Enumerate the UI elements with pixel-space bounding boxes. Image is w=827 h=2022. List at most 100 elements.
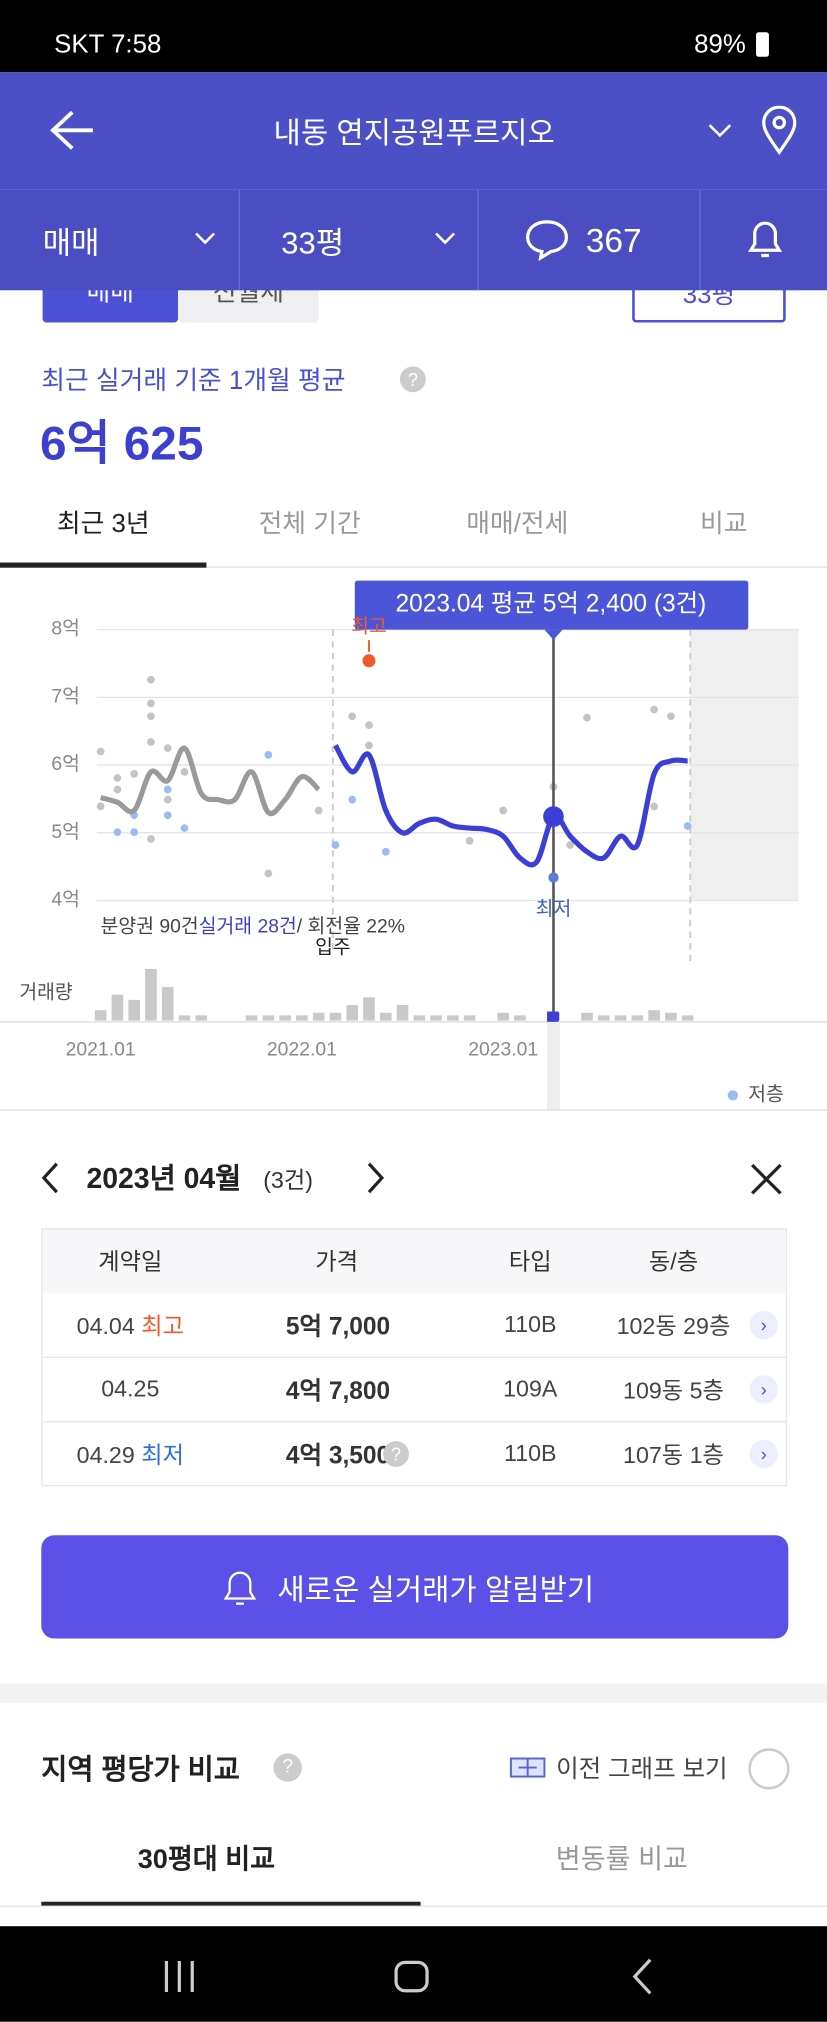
summary-label: 최근 실거래 기준 1개월 평균 [41,367,346,396]
help-icon[interactable]: ? [399,366,426,393]
alert-button[interactable] [41,1535,789,1639]
battery-icon [756,32,769,57]
volume-bar [396,1005,409,1021]
volume-bar [514,1015,526,1021]
unit-cell: 109동 5층 [623,1377,724,1404]
low-floor-point [180,824,189,832]
price-line [333,744,688,868]
deal-point [130,770,139,778]
row-arrow[interactable]: › [749,1310,778,1340]
low-floor-point [163,811,172,820]
low-floor-point [130,828,139,836]
period-tab[interactable]: 비교 [700,510,748,539]
volume-bar [631,1015,644,1021]
contract-date: 04.29 [76,1442,135,1469]
deal-point [180,767,189,776]
low-floor-point [381,847,390,856]
low-floor-point [113,828,122,836]
help-icon[interactable]: ? [273,1753,302,1782]
section-title: 지역 평당가 비교 [41,1753,240,1786]
close-button[interactable] [748,1161,784,1197]
date-cell: 04.04 최고 [77,1308,184,1342]
volume-bar [430,1015,442,1021]
volume-bar [296,1015,308,1021]
period-tab[interactable]: 매매/전세 [466,510,569,539]
alert-button-label[interactable]: 새로운 실거래가 알림받기 [277,1572,595,1607]
compare-tab[interactable]: 변동률 비교 [555,1844,688,1875]
comment-count[interactable]: 367 [585,221,642,260]
volume-bar [379,1012,392,1021]
row-arrow[interactable]: › [749,1375,778,1404]
unit-cell: 102동 29층 [616,1313,731,1340]
period-tab[interactable]: 최근 3년 [56,510,150,539]
unit-cell: 107동 1층 [623,1442,724,1469]
type-cell: 110B [504,1440,557,1467]
deal-point [365,741,373,750]
low-floor-point [264,751,273,759]
chart-divider [0,1109,827,1111]
y-tick-label: 8억 [51,618,80,640]
trade-filter[interactable]: 매매 [42,226,100,262]
compare-tab[interactable]: 30평대 비교 [137,1844,276,1875]
min-point [548,872,559,883]
back-button[interactable] [46,108,98,152]
max-point [362,654,376,668]
price-cell: 5억 7,000 [285,1314,391,1342]
page-title: 내동 연지공원푸르지오 [273,116,555,150]
contract-date: 04.25 [101,1375,160,1402]
legend-label: 저층 [748,1083,784,1105]
contract-date: 04.04 [76,1313,135,1340]
selected-point [543,806,564,827]
volume-bar [614,1015,627,1021]
volume-bar [463,1015,476,1021]
date-cell: 04.25 [101,1376,159,1403]
deal-point [650,705,658,714]
table-header-cell: 계약일 [98,1248,163,1275]
help-icon: ? [383,1441,409,1467]
toggle-radio[interactable] [748,1748,790,1790]
price-chart: 4억 5억 6억 7억 8억 2021.01 2022.01 2023.01 거래량 2023.0… [0,580,827,1110]
dropdown-icon [435,232,456,245]
average-price: 6억 625 [39,416,204,470]
deal-point [163,795,172,804]
x-tick-label: 2022.01 [267,1038,337,1060]
deal-point [667,712,675,721]
notification-button[interactable] [746,217,785,261]
deal-point [583,713,591,722]
previous-graph-toggle[interactable]: 이전 그래프 보기 [556,1756,728,1784]
footnote: 분양권 90건실거래 28건/ 회전율 22% [101,916,405,938]
comment-icon[interactable] [525,219,569,261]
price-line [99,745,321,817]
size-filter[interactable]: 33평 [281,226,345,262]
divider [477,189,479,291]
row-divider [42,1356,786,1358]
period-tab[interactable]: 전체 기간 [258,510,361,539]
status-time: SKT 7:58 [54,30,162,59]
deal-point [147,738,155,746]
row-divider [42,1421,786,1423]
volume-bar [597,1015,610,1021]
volume-bar [111,994,124,1021]
location-button[interactable] [761,105,797,155]
type-cell: 109A [503,1375,558,1402]
deal-point [499,806,508,815]
table-header-cell: 타입 [508,1248,552,1275]
volume-bar [681,1015,694,1021]
volume-bar [346,1005,359,1021]
deal-point [147,699,155,708]
next-month[interactable] [364,1161,387,1195]
volume-bar [279,1015,291,1021]
row-arrow[interactable]: › [749,1439,778,1469]
table-header-cell: 동/층 [648,1248,699,1275]
nav-buttons[interactable] [155,1955,671,1999]
prev-month[interactable] [39,1161,62,1195]
deal-point [348,712,357,721]
tab-underline [0,562,207,568]
price-cell: 4억 7,800 [285,1378,391,1406]
graph-icon [509,1757,546,1778]
title-dropdown[interactable] [707,121,733,139]
max-label: 최고 [351,615,387,637]
x-tick-label: 2021.01 [66,1038,136,1060]
deal-point [113,774,122,782]
selected-volume-marker [547,1011,559,1022]
